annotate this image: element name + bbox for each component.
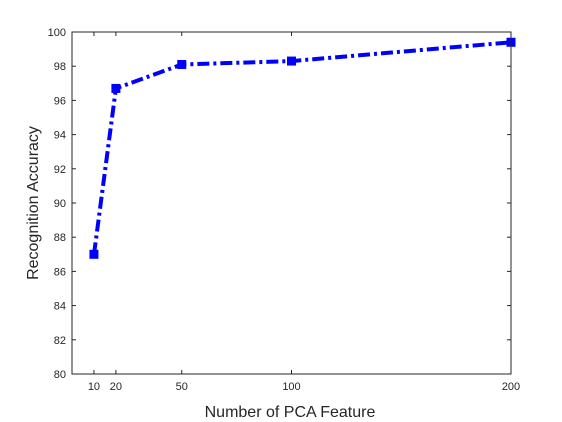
y-tick-label: 88 [54,232,66,244]
y-tick-label: 80 [54,369,66,381]
y-tick-label: 98 [54,61,66,73]
x-tick-label: 200 [502,381,520,393]
y-axis-label: Recognition Accuracy [25,126,42,280]
x-tick-label: 20 [110,381,122,393]
plot-area [72,32,511,374]
data-point-marker [111,83,121,93]
x-axis-label: Number of PCA Feature [205,404,376,421]
data-point-marker [177,59,187,69]
x-tick-label: 50 [176,381,188,393]
x-tick-label: 100 [282,381,300,393]
y-tick-label: 86 [54,266,66,278]
y-tick-label: 100 [48,27,66,39]
data-point-marker [287,56,296,66]
data-point-marker [89,249,99,259]
y-tick-label: 92 [54,164,66,176]
ticks-group: 80 82 84 86 88 90 92 94 96 98 100 10 20 50 100 200 [48,27,521,393]
y-tick-label: 82 [54,335,66,347]
y-tick-label: 96 [54,95,66,107]
y-tick-label: 94 [54,130,66,142]
x-tick-label: 10 [88,381,100,393]
plot-frame [71,31,512,375]
y-tick-label: 84 [54,301,66,313]
y-tick-label: 90 [54,198,66,210]
